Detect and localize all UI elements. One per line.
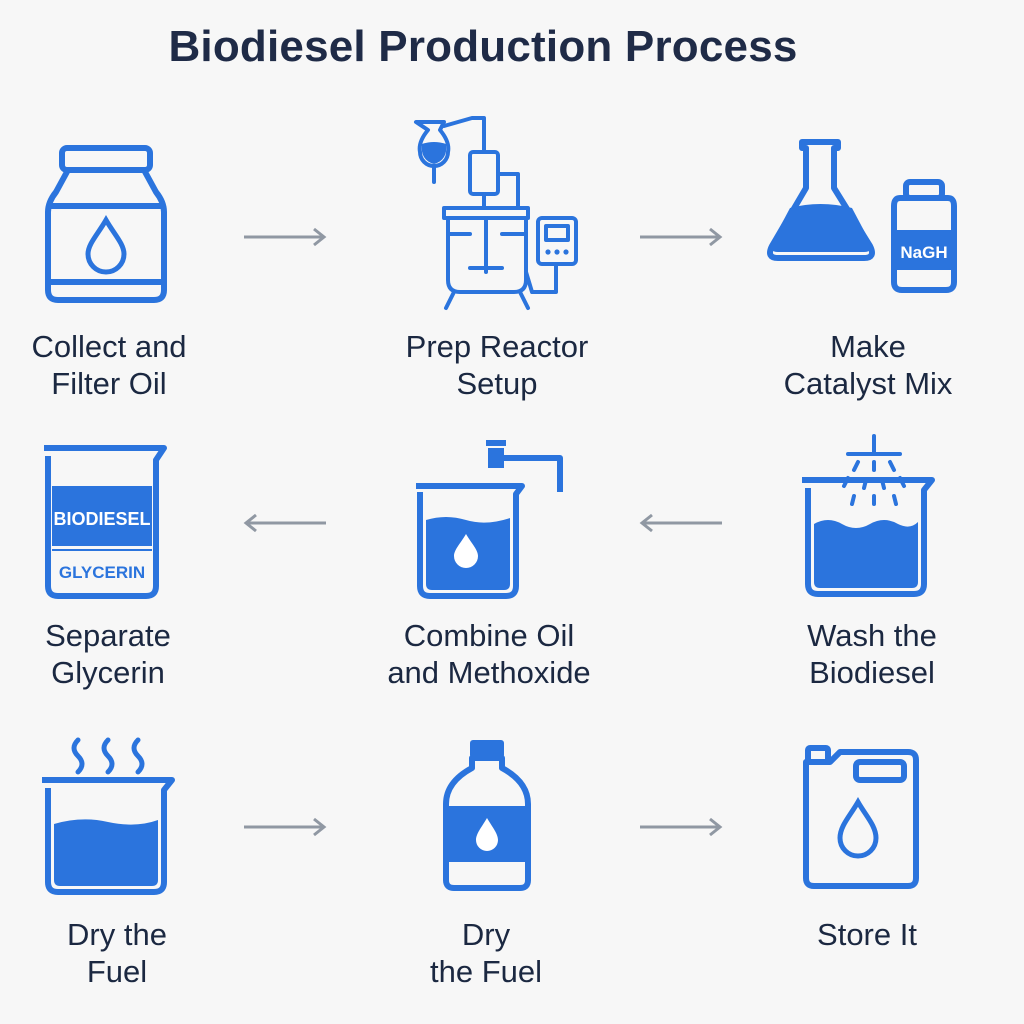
oil-jar-icon bbox=[45, 145, 167, 303]
step-label-line: Combine Oil bbox=[403, 618, 575, 653]
step-label-line: Fuel bbox=[86, 954, 148, 989]
step-label-line: Dry the bbox=[67, 917, 167, 952]
step-label-dry-fuel-1: Dry the Fuel bbox=[0, 916, 247, 990]
heated-beaker-icon bbox=[42, 737, 175, 895]
diagram-title: Biodiesel Production Process bbox=[168, 22, 798, 71]
step-label-separate-glycerin: Separate Glycerin bbox=[0, 617, 238, 691]
step-label-collect-filter-oil: Collect and Filter Oil bbox=[0, 328, 239, 402]
arrow-left-1 bbox=[243, 513, 326, 533]
step-label-line: Biodiesel bbox=[809, 655, 935, 690]
mixing-beaker-icon bbox=[416, 440, 563, 599]
glycerin-layer-label: GLYCERIN bbox=[59, 563, 145, 582]
step-label-line: Collect and bbox=[31, 329, 187, 364]
step-label-line: the Fuel bbox=[429, 954, 542, 989]
reactor-icon bbox=[414, 116, 578, 310]
step-label-line: Setup bbox=[456, 366, 538, 401]
fuel-bottle-icon bbox=[443, 740, 531, 891]
step-label-line: Store It bbox=[817, 917, 917, 952]
separation-beaker-icon: BIODIESEL GLYCERIN bbox=[44, 445, 167, 599]
jerrycan-icon bbox=[803, 745, 919, 889]
step-label-line: Prep Reactor bbox=[405, 329, 589, 364]
arrow-right-1 bbox=[244, 227, 327, 247]
step-label-line: Wash the bbox=[807, 618, 937, 653]
step-label-make-catalyst: Make Catalyst Mix bbox=[738, 328, 998, 402]
arrow-right-3 bbox=[244, 817, 327, 837]
biodiesel-layer-label: BIODIESEL bbox=[53, 509, 150, 529]
step-label-prep-reactor: Prep Reactor Setup bbox=[367, 328, 627, 402]
wash-beaker-icon bbox=[802, 434, 935, 597]
catalyst-bottle-label: NaGH bbox=[900, 243, 947, 262]
arrow-right-2 bbox=[640, 227, 723, 247]
step-label-line: Dry bbox=[461, 917, 511, 952]
step-label-line: Make bbox=[830, 329, 906, 364]
step-label-wash-biodiesel: Wash the Biodiesel bbox=[742, 617, 1002, 691]
step-label-line: and Methoxide bbox=[387, 655, 591, 690]
arrow-right-4 bbox=[640, 817, 723, 837]
catalyst-flask-icon: NaGH bbox=[767, 139, 957, 293]
step-label-line: Separate bbox=[45, 618, 171, 653]
arrow-left-2 bbox=[639, 513, 722, 533]
step-label-line: Glycerin bbox=[51, 655, 165, 690]
step-label-line: Filter Oil bbox=[51, 366, 167, 401]
step-label-combine-oil: Combine Oil and Methoxide bbox=[359, 617, 619, 691]
step-label-line: Catalyst Mix bbox=[783, 366, 953, 401]
step-label-store-it: Store It bbox=[737, 916, 997, 953]
step-label-dry-fuel-2: Dry the Fuel bbox=[356, 916, 616, 990]
